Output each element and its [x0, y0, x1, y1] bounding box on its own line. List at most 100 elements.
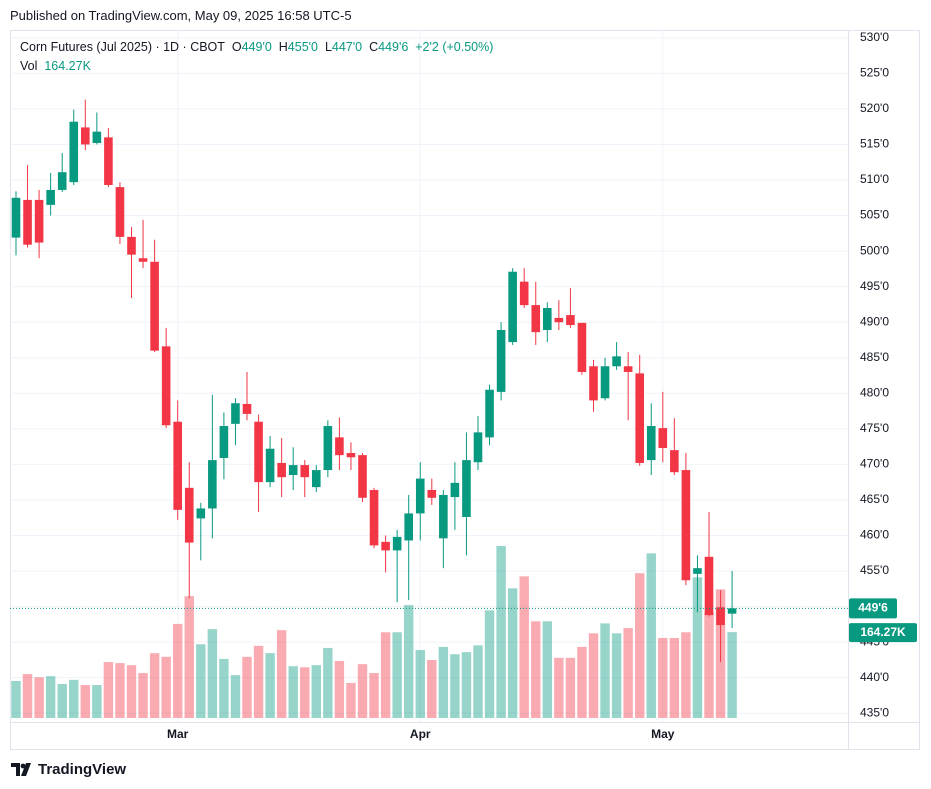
volume-bar — [207, 629, 218, 718]
candle-body — [127, 236, 136, 255]
y-tick-label: 440'0 — [860, 670, 889, 684]
volume-label: Vol — [20, 59, 38, 73]
volume-bar — [288, 666, 298, 718]
candle-body — [23, 199, 32, 245]
candle-body — [92, 131, 102, 144]
y-tick-label: 480'0 — [860, 385, 889, 399]
candle-body — [473, 432, 483, 463]
volume-bar — [265, 653, 275, 718]
candle-body — [242, 403, 252, 414]
candle-body — [288, 465, 298, 476]
x-tick-label: Apr — [410, 727, 431, 741]
volume-bar — [323, 647, 333, 718]
y-tick-label: 515'0 — [860, 137, 889, 151]
volume-bar — [196, 644, 206, 718]
candle-body — [716, 607, 725, 626]
candle-body — [184, 487, 194, 543]
volume-bar — [57, 684, 67, 718]
candle-body — [704, 556, 714, 616]
y-tick-label: 495'0 — [860, 279, 889, 293]
legend-c-value: 449'6 — [378, 40, 409, 54]
volume-bar — [635, 573, 645, 718]
x-tick-label: Mar — [167, 727, 189, 741]
volume-bar — [184, 596, 194, 718]
candle-body — [543, 307, 552, 331]
volume-bar — [138, 673, 148, 718]
volume-bar — [507, 588, 518, 718]
candle-body — [693, 568, 702, 574]
volume-bar — [34, 677, 44, 718]
volume-bar — [473, 645, 483, 718]
candle-body — [485, 389, 494, 438]
y-tick-label: 500'0 — [860, 243, 889, 257]
y-tick-label: 490'0 — [860, 314, 889, 328]
legend-l-value: 447'0 — [331, 40, 363, 54]
y-tick-label: 460'0 — [860, 528, 889, 542]
volume-bar — [531, 621, 541, 718]
volume-bar — [600, 623, 610, 718]
legend-line: Corn Futures (Jul 2025) · 1D · CBOT O449… — [20, 38, 493, 57]
volume-bar — [369, 673, 379, 718]
candle-body — [681, 470, 691, 581]
candle-body — [508, 271, 517, 343]
volume-bar — [22, 674, 33, 718]
candle-body — [439, 494, 448, 539]
candle-body — [646, 425, 656, 461]
volume-bar — [461, 652, 472, 718]
volume-bar — [565, 657, 576, 718]
y-tick-label: 525'0 — [860, 66, 889, 80]
volume-bar — [415, 650, 425, 718]
volume-bar — [484, 610, 495, 718]
volume-bar — [173, 623, 183, 718]
candle-body — [335, 437, 344, 456]
volume-bar — [519, 576, 529, 718]
y-tick-label: 520'0 — [860, 101, 889, 115]
candle-body — [462, 460, 471, 517]
frame — [10, 30, 920, 750]
volume-bar — [692, 577, 703, 718]
candle-body — [658, 428, 668, 449]
candle-body — [138, 258, 148, 262]
legend-h-value: 455'0 — [287, 40, 318, 54]
candle-body — [670, 450, 679, 473]
volume-bar — [438, 646, 449, 718]
volume-bar — [161, 656, 171, 718]
publisher: Published on TradingView.com, May 09, 20… — [10, 8, 352, 23]
legend-line: Vol 164.27K — [20, 57, 493, 76]
volume-bar — [126, 665, 137, 718]
volume-bar — [311, 665, 321, 718]
x-tick-label: May — [651, 727, 675, 741]
candle-body — [392, 536, 402, 551]
candle-body — [277, 462, 286, 478]
candle-body — [346, 453, 356, 458]
candle-body — [323, 425, 333, 471]
volume-bar — [658, 638, 668, 718]
volume-bar — [230, 675, 241, 718]
volume-bar — [427, 659, 437, 718]
volume-bar — [242, 656, 252, 718]
candle-body — [519, 281, 529, 306]
volume-bar — [681, 632, 691, 718]
last-price-label: 449'6 — [858, 601, 888, 615]
candle-body — [104, 137, 113, 185]
candle-body — [254, 421, 263, 483]
footer: TradingView — [38, 761, 127, 778]
candle-body — [589, 366, 598, 401]
y-tick-label: 455'0 — [860, 563, 889, 577]
candle-body — [427, 489, 437, 498]
candle-body — [312, 470, 321, 488]
volume-bar — [45, 676, 56, 718]
candle-body — [115, 187, 125, 237]
candle-body — [34, 199, 44, 243]
candle-body — [173, 421, 182, 510]
candle-body — [300, 465, 310, 478]
candle-body — [219, 425, 229, 458]
y-tick-label: 530'0 — [860, 30, 889, 44]
candle-body — [196, 508, 206, 519]
legend-l: L — [324, 40, 332, 54]
volume-value: 164.27K — [44, 59, 91, 73]
volume-bar — [577, 646, 587, 718]
volume-bar — [300, 667, 310, 718]
